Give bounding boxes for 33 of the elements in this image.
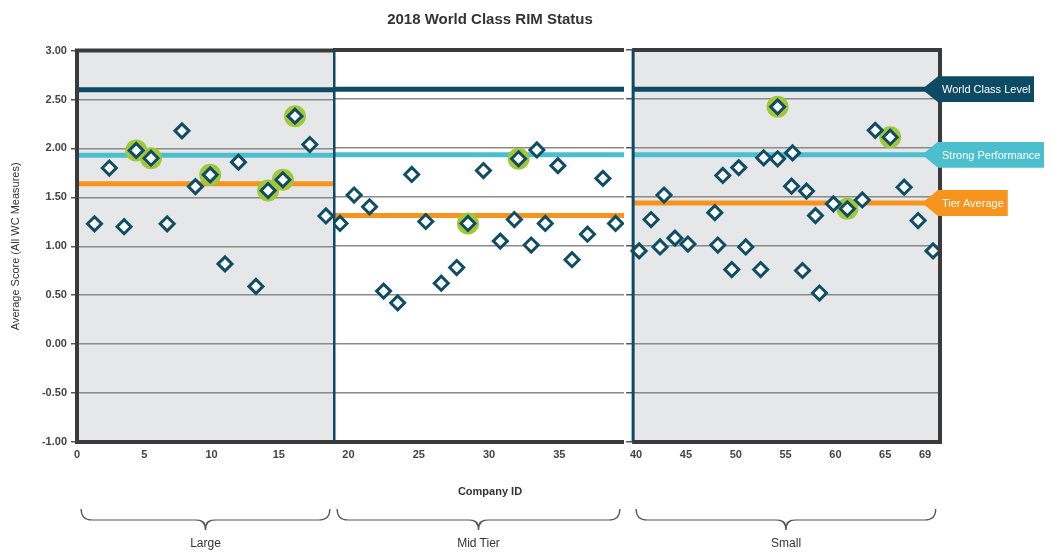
chart-title: 2018 World Class RIM Status [386,10,594,27]
ref-line-label: Strong Performance [922,141,1045,168]
x-tick-label: 45 [679,447,693,460]
x-tick-label: 10 [205,447,218,460]
y-tick-label: 1.00 [45,239,67,252]
x-tick-label: 55 [779,447,792,460]
x-tick-label: 35 [553,447,566,460]
x-tick-label: 69 [918,447,932,460]
x-tick-label: 40 [629,447,643,460]
x-tick-label: 0 [73,447,81,460]
y-axis-title: Average Score (All WC Measures) [8,162,21,331]
x-tick-label: 25 [412,447,425,460]
text: Mid Tier [456,536,501,550]
x-tick-label: 65 [879,447,892,460]
y-tick-label: 3.00 [45,43,67,56]
y-tick-label: -0.50 [41,386,67,399]
y-tick-label: 2.00 [45,141,67,154]
ref-line-label: Tier Average [922,189,1008,216]
y-tick-label: 0.00 [45,337,67,350]
y-tick-label: 1.50 [45,190,67,203]
x-tick-label: 20 [342,447,355,460]
ref-line-label: World Class Level [922,76,1035,103]
x-tick-label: 30 [482,447,496,460]
x-axis-title: Company ID [456,485,524,497]
y-tick-label: 2.50 [45,92,67,105]
x-tick-label: 60 [829,447,842,460]
text: Small [770,536,803,550]
text: Large [189,536,222,550]
x-tick-label: 15 [272,447,285,460]
y-tick-label: 0.50 [45,288,67,301]
x-tick-label: 50 [729,447,742,460]
x-tick-label: 5 [141,447,148,460]
y-tick-label: -1.00 [41,435,67,448]
